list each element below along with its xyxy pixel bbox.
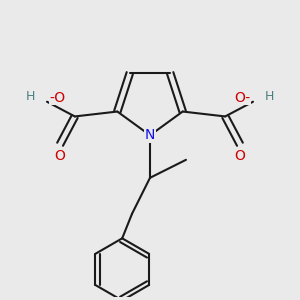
Text: H: H: [26, 90, 35, 103]
Text: O-: O-: [234, 91, 250, 105]
Text: O: O: [55, 149, 65, 163]
Text: N: N: [145, 128, 155, 142]
Text: -O: -O: [50, 91, 66, 105]
Text: H: H: [265, 90, 274, 103]
Text: O: O: [235, 149, 245, 163]
